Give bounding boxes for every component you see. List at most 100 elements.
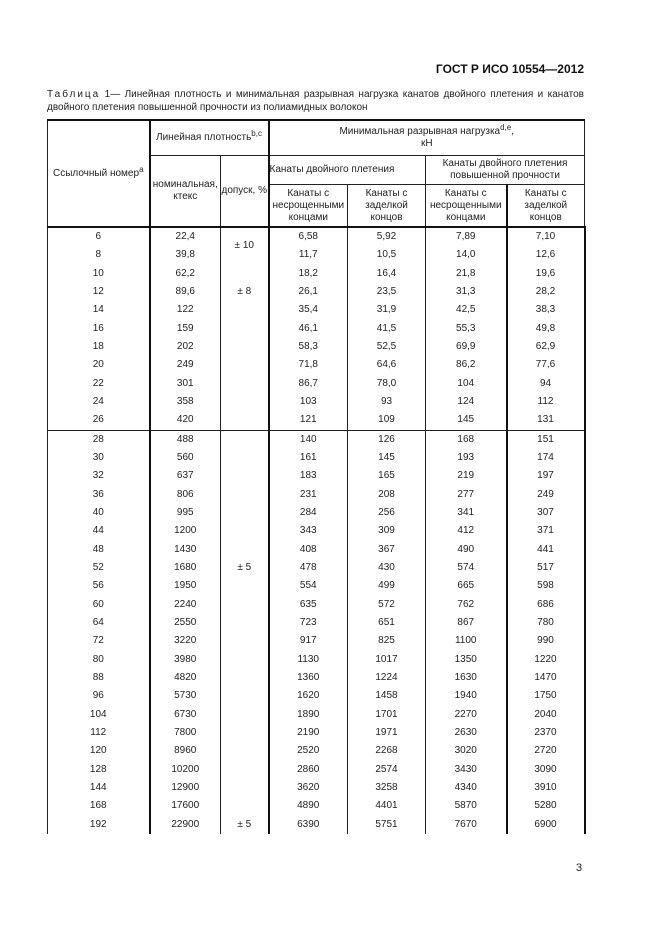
cell-high-strength-terminated: 19,6 — [505, 264, 586, 283]
cell-high-strength-unspliced: 145 — [425, 411, 507, 431]
cell-nominal: 22,4 — [148, 225, 221, 247]
table-row: 28 488 ± 5 ± 5 140 126 168 151 — [47, 429, 586, 834]
cell-nominal: 202 — [148, 337, 221, 357]
cell-nominal: 7800 — [148, 723, 221, 743]
cell-double-braid-unspliced: 554 — [267, 577, 348, 596]
cell-high-strength-terminated: 174 — [505, 448, 586, 468]
cell-nominal: 488 — [148, 429, 221, 449]
table-block: 28 488 ± 5 ± 5 140 126 168 151 30 560 161 145 193 174… — [47, 429, 586, 834]
table-row: 64 2550 723 651 867 780 — [47, 613, 586, 633]
cell-high-strength-terminated: 151 — [505, 429, 586, 449]
cell-high-strength-terminated: 112 — [505, 392, 586, 412]
page-number: 3 — [576, 862, 583, 874]
cell-nominal: 159 — [148, 319, 221, 338]
cell-high-strength-terminated: 990 — [505, 632, 586, 651]
cell-high-strength-unspliced: 665 — [425, 577, 507, 596]
cell-double-braid-unspliced: 1130 — [267, 650, 348, 669]
cell-high-strength-terminated: 3090 — [505, 760, 586, 779]
cell-ref-number: 60 — [47, 595, 150, 614]
header-hs-terminated: Канаты с заделкой концов — [505, 184, 585, 228]
cell-high-strength-terminated: 2720 — [505, 742, 586, 761]
cell-double-braid-terminated: 109 — [347, 411, 426, 431]
table-row: 30 560 161 145 193 174 — [47, 448, 586, 468]
cell-double-braid-terminated: 367 — [347, 540, 426, 559]
cell-double-braid-unspliced: 723 — [267, 613, 348, 633]
cell-high-strength-terminated: 7,10 — [505, 225, 586, 247]
cell-high-strength-terminated: 598 — [505, 577, 586, 596]
table-row: 10 62,2 18,2 16,4 21,8 19,6 — [47, 264, 586, 283]
cell-double-braid-unspliced: 284 — [267, 503, 348, 523]
cell-high-strength-unspliced: 14,0 — [425, 246, 507, 265]
cell-ref-number: 96 — [47, 687, 150, 706]
cell-double-braid-terminated: 3258 — [347, 778, 426, 798]
cell-double-braid-terminated: 5,92 — [347, 225, 426, 247]
cell-double-braid-unspliced: 18,2 — [267, 264, 348, 283]
header-min-breaking-load: Минимальная разрывная нагрузкаd,e, кН — [267, 119, 585, 156]
cell-double-braid-terminated: 64,6 — [347, 356, 426, 375]
cell-nominal: 5730 — [148, 687, 221, 706]
cell-high-strength-unspliced: 1940 — [425, 687, 507, 706]
table-row: 60 2240 635 572 762 686 — [47, 595, 586, 614]
cell-nominal: 358 — [148, 392, 221, 412]
cell-high-strength-unspliced: 55,3 — [425, 319, 507, 338]
cell-ref-number: 128 — [47, 760, 150, 779]
cell-nominal: 806 — [148, 485, 221, 504]
cell-high-strength-unspliced: 1630 — [425, 668, 507, 688]
cell-nominal: 3220 — [148, 632, 221, 651]
cell-ref-number: 20 — [47, 356, 150, 375]
cell-ref-number: 16 — [47, 319, 150, 338]
cell-tolerance: ± 10 ± 8 — [220, 225, 269, 431]
cell-double-braid-terminated: 93 — [347, 392, 426, 412]
cell-double-braid-terminated: 825 — [347, 632, 426, 651]
cell-high-strength-terminated: 77,6 — [505, 356, 586, 375]
table-caption: Таблица 1— Линейная плотность и минималь… — [47, 88, 584, 114]
header-terminated: Канаты с заделкой концов — [347, 184, 426, 228]
cell-double-braid-unspliced: 408 — [267, 540, 348, 559]
cell-double-braid-unspliced: 35,4 — [267, 301, 348, 320]
cell-ref-number: 120 — [47, 742, 150, 761]
cell-double-braid-terminated: 52,5 — [347, 337, 426, 357]
cell-double-braid-terminated: 126 — [347, 429, 426, 449]
header-unspliced: Канаты с несрощенными концами — [267, 184, 348, 228]
cell-double-braid-terminated: 31,9 — [347, 301, 426, 320]
cell-high-strength-unspliced: 219 — [425, 467, 507, 486]
tolerance-label: ± 5 — [237, 561, 252, 573]
cell-ref-number: 26 — [47, 411, 150, 431]
cell-high-strength-terminated: 686 — [505, 595, 586, 614]
cell-high-strength-unspliced: 2630 — [425, 723, 507, 743]
table-row: 56 1950 554 499 665 598 — [47, 577, 586, 596]
cell-ref-number: 18 — [47, 337, 150, 357]
cell-double-braid-unspliced: 46,1 — [267, 319, 348, 338]
cell-double-braid-unspliced: 231 — [267, 485, 348, 504]
cell-high-strength-terminated: 28,2 — [505, 282, 586, 302]
cell-high-strength-terminated: 197 — [505, 467, 586, 486]
cell-high-strength-terminated: 12,6 — [505, 246, 586, 265]
cell-double-braid-unspliced: 478 — [267, 558, 348, 578]
cell-ref-number: 32 — [47, 467, 150, 486]
cell-nominal: 39,8 — [148, 246, 221, 265]
cell-double-braid-terminated: 16,4 — [347, 264, 426, 283]
cell-nominal: 89,6 — [148, 282, 221, 302]
cell-double-braid-terminated: 4401 — [347, 797, 426, 816]
cell-double-braid-terminated: 23,5 — [347, 282, 426, 302]
cell-double-braid-terminated: 208 — [347, 485, 426, 504]
cell-high-strength-unspliced: 104 — [425, 374, 507, 393]
cell-ref-number: 144 — [47, 778, 150, 798]
table-row: 12 89,6 26,1 23,5 31,3 28,2 — [47, 282, 586, 302]
cell-high-strength-terminated: 49,8 — [505, 319, 586, 338]
table-row: 168 17600 4890 4401 5870 5280 — [47, 797, 586, 816]
cell-nominal: 62,2 — [148, 264, 221, 283]
cell-double-braid-terminated: 572 — [347, 595, 426, 614]
cell-ref-number: 72 — [47, 632, 150, 651]
table-row: 36 806 231 208 277 249 — [47, 485, 586, 504]
table-row: 40 995 284 256 341 307 — [47, 503, 586, 523]
header-ref-number: Ссылочный номерa — [47, 119, 150, 228]
table-row: 96 5730 1620 1458 1940 1750 — [47, 687, 586, 706]
cell-ref-number: 168 — [47, 797, 150, 816]
cell-high-strength-unspliced: 7,89 — [425, 225, 507, 247]
cell-high-strength-unspliced: 168 — [425, 429, 507, 449]
cell-high-strength-unspliced: 277 — [425, 485, 507, 504]
cell-double-braid-unspliced: 635 — [267, 595, 348, 614]
cell-nominal: 10200 — [148, 760, 221, 779]
cell-double-braid-terminated: 309 — [347, 522, 426, 541]
